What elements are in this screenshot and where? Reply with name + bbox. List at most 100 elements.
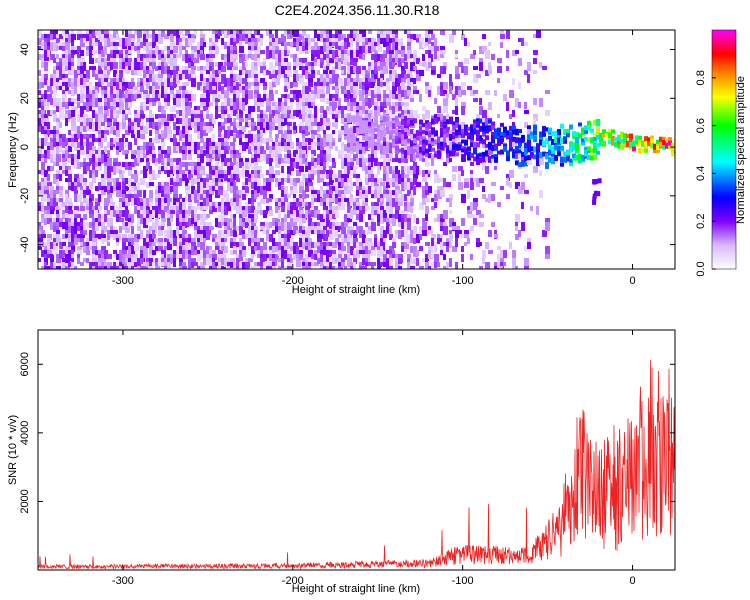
heatmap-cell xyxy=(212,94,217,102)
heatmap-cell xyxy=(443,50,446,55)
heatmap-cell xyxy=(377,42,380,47)
heatmap-cell xyxy=(488,141,492,148)
heatmap-cell xyxy=(242,134,245,138)
heatmap-cell xyxy=(287,230,291,234)
heatmap-cell xyxy=(272,110,277,116)
heatmap-cell xyxy=(440,46,445,53)
heatmap-cell xyxy=(149,154,153,161)
heatmap-cell xyxy=(371,137,375,144)
heatmap-cell xyxy=(122,246,126,250)
heatmap-cell xyxy=(194,170,197,175)
heatmap-cell xyxy=(395,210,399,216)
heatmap-cell xyxy=(128,66,131,70)
heatmap-cell xyxy=(221,210,225,214)
heatmap-cell xyxy=(422,143,426,149)
heatmap-cell xyxy=(116,254,119,260)
heatmap-cell xyxy=(401,74,404,79)
heatmap-cell xyxy=(164,90,168,95)
heatmap-cell xyxy=(344,266,347,269)
heatmap-cell xyxy=(239,250,243,254)
heatmap-cell xyxy=(254,62,257,67)
heatmap-cell xyxy=(380,154,383,159)
heatmap-cell xyxy=(299,202,304,208)
heatmap-cell xyxy=(131,258,134,263)
heatmap-cell xyxy=(287,130,292,135)
heatmap-cell xyxy=(275,218,280,225)
heatmap-cell xyxy=(203,142,207,149)
heatmap-cell xyxy=(371,262,376,266)
heatmap-cell xyxy=(488,102,492,110)
heatmap-cell xyxy=(308,82,313,87)
heatmap-cell xyxy=(59,166,62,170)
heatmap-cell xyxy=(74,86,77,94)
heatmap-cell xyxy=(44,182,48,189)
heatmap-cell xyxy=(326,266,330,269)
heatmap-cell xyxy=(83,122,86,129)
heatmap-cell xyxy=(371,222,376,231)
heatmap-cell xyxy=(236,258,240,264)
heatmap-cell xyxy=(278,62,281,68)
heatmap-cell xyxy=(269,130,272,136)
heatmap-cell xyxy=(143,254,148,258)
heatmap-cell xyxy=(77,114,81,122)
heatmap-cell xyxy=(329,58,334,63)
heatmap-cell xyxy=(239,46,244,53)
heatmap-cell xyxy=(236,38,239,43)
heatmap-cell xyxy=(395,170,400,175)
heatmap-cell xyxy=(269,250,272,255)
heatmap-cell xyxy=(389,90,393,98)
heatmap-cell xyxy=(272,230,276,234)
heatmap-cell xyxy=(332,174,337,180)
heatmap-cell xyxy=(242,222,247,227)
heatmap-cell xyxy=(155,46,159,55)
heatmap-cell xyxy=(80,70,83,77)
heatmap-cell xyxy=(335,198,338,204)
heatmap-cell xyxy=(362,110,366,114)
heatmap-cell xyxy=(254,134,258,139)
heatmap-cell xyxy=(173,238,177,246)
heatmap-cell xyxy=(83,242,86,249)
heatmap-cell xyxy=(137,226,141,231)
heatmap-cell xyxy=(455,131,459,136)
heatmap-cell xyxy=(377,194,381,200)
heatmap-cell xyxy=(380,149,384,155)
heatmap-cell xyxy=(371,250,376,256)
heatmap-cell xyxy=(206,142,209,147)
heatmap-cell xyxy=(134,194,139,201)
heatmap-cell xyxy=(158,70,163,77)
heatmap-cell xyxy=(329,178,333,185)
heatmap-cell xyxy=(218,258,222,265)
heatmap-cell xyxy=(395,42,398,50)
heatmap-cell xyxy=(242,190,247,197)
heatmap-cell xyxy=(275,70,279,75)
heatmap-cell xyxy=(107,158,112,167)
heatmap-cell xyxy=(290,238,294,245)
heatmap-cell xyxy=(335,210,339,218)
heatmap-cell xyxy=(302,190,306,199)
heatmap-cell xyxy=(125,214,128,221)
heatmap-cell xyxy=(302,234,307,243)
heatmap-cell xyxy=(311,190,315,196)
heatmap-cell xyxy=(401,170,405,179)
heatmap-cell xyxy=(65,38,70,44)
heatmap-cell xyxy=(176,250,181,259)
heatmap-cell xyxy=(482,122,486,128)
heatmap-cell xyxy=(128,50,132,54)
heatmap-cell xyxy=(140,130,143,137)
heatmap-cell xyxy=(83,198,88,203)
heatmap-cell xyxy=(197,242,202,247)
heatmap-cell xyxy=(308,218,312,227)
heatmap-cell xyxy=(65,170,70,176)
heatmap-cell xyxy=(428,58,431,65)
heatmap-cell xyxy=(311,226,314,233)
heatmap-cell xyxy=(320,98,325,102)
heatmap-cell xyxy=(191,178,194,186)
heatmap-cell xyxy=(68,102,72,106)
heatmap-cell xyxy=(395,262,400,268)
heatmap-cell xyxy=(131,226,134,234)
heatmap-cell xyxy=(245,94,248,99)
heatmap-cell xyxy=(230,86,233,93)
heatmap-cell xyxy=(131,254,135,259)
heatmap-cell xyxy=(80,162,83,167)
heatmap-cell xyxy=(221,198,226,205)
